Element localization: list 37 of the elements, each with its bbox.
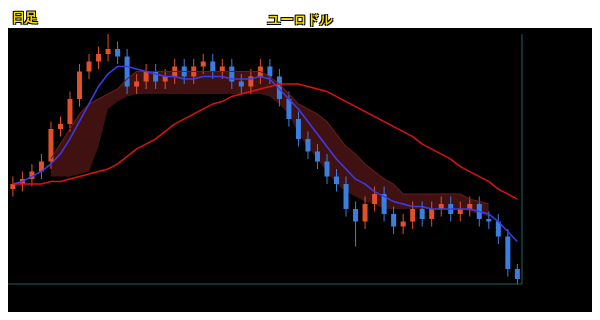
candlestick xyxy=(238,74,244,94)
candlestick xyxy=(296,111,301,147)
candlestick xyxy=(353,201,358,247)
candlestick xyxy=(486,211,492,230)
candlestick xyxy=(438,196,444,217)
candlestick xyxy=(410,201,416,230)
candlestick xyxy=(429,201,434,227)
candlestick xyxy=(267,58,272,84)
candlestick xyxy=(496,214,501,244)
text: 日足 xyxy=(12,10,38,27)
candlestick xyxy=(305,131,310,160)
candlestick xyxy=(334,168,340,192)
candlestick xyxy=(220,58,225,80)
candlestick xyxy=(400,214,406,234)
candlestick xyxy=(324,154,330,184)
candlestick xyxy=(286,91,292,127)
candlestick xyxy=(10,176,16,197)
candlestick xyxy=(467,196,472,217)
candlestick xyxy=(362,196,368,230)
candlestick xyxy=(372,186,378,212)
candlestick xyxy=(391,206,396,234)
candlestick xyxy=(210,54,216,80)
candlestick xyxy=(144,64,149,90)
candlestick xyxy=(86,54,92,80)
candlestick xyxy=(200,54,206,74)
candlestick xyxy=(134,74,140,94)
candlestick xyxy=(314,144,320,170)
candlestick xyxy=(115,41,120,64)
chart-title: ユーロドル xyxy=(268,13,332,28)
candlestick xyxy=(106,34,111,62)
candlestick xyxy=(382,186,387,222)
candlestick xyxy=(420,201,425,227)
candlestick xyxy=(514,264,520,284)
candlestick xyxy=(182,58,187,84)
candlestick xyxy=(58,116,63,137)
candlestick xyxy=(96,46,102,70)
candlestick xyxy=(191,58,196,84)
